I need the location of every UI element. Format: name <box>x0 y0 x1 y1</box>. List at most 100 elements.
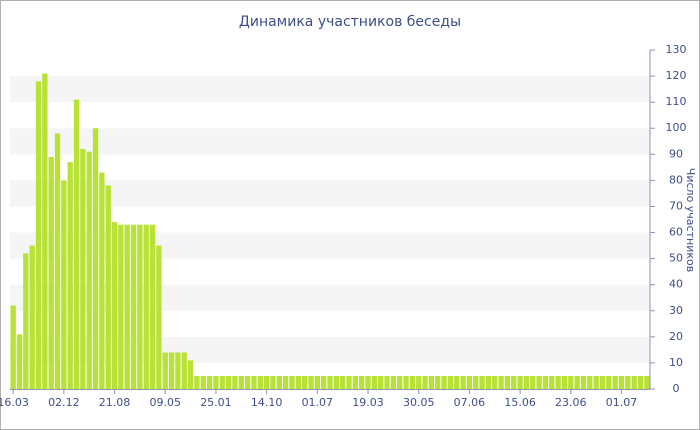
bar <box>314 375 320 389</box>
bar <box>251 375 257 389</box>
bar <box>517 375 523 389</box>
bar <box>523 375 530 389</box>
bar <box>16 334 23 389</box>
bar <box>23 253 29 389</box>
y-tick-label: 90 <box>669 147 683 160</box>
bar <box>625 375 631 389</box>
x-tick-label: 19.03 <box>352 396 384 409</box>
bar <box>422 375 428 389</box>
bar <box>238 375 244 389</box>
bar <box>289 375 295 389</box>
y-tick-label: 40 <box>669 278 683 291</box>
y-axis-label: Число участников <box>684 168 697 272</box>
bar <box>504 375 511 389</box>
bar <box>149 224 156 389</box>
x-tick-label: 23.06 <box>555 396 587 409</box>
bar <box>35 81 42 390</box>
y-tick-label: 0 <box>673 382 680 395</box>
bar <box>631 375 637 389</box>
bar <box>498 375 504 389</box>
bar <box>637 375 644 389</box>
bar <box>67 162 73 389</box>
bar <box>282 375 289 389</box>
bar <box>574 375 580 389</box>
bar <box>181 352 187 389</box>
bar <box>542 375 549 389</box>
x-tick-label: 16.03 <box>0 396 29 409</box>
grid-band <box>10 128 650 155</box>
bar <box>168 352 175 389</box>
bar <box>10 305 16 389</box>
y-tick-label: 60 <box>669 226 683 239</box>
bar <box>587 375 593 389</box>
y-tick-label: 120 <box>666 69 687 82</box>
bar <box>365 375 371 389</box>
bar <box>568 375 574 389</box>
y-tick-label: 20 <box>669 330 683 343</box>
x-tick-label: 21.08 <box>99 396 131 409</box>
bar <box>86 151 92 389</box>
bar <box>447 375 454 389</box>
bar <box>403 375 409 389</box>
bar <box>206 375 213 389</box>
bar <box>599 375 606 389</box>
bar <box>29 245 35 389</box>
bar <box>187 360 194 389</box>
bar <box>333 375 339 389</box>
bar <box>492 375 498 389</box>
bar <box>536 375 542 389</box>
x-tick-label: 01.07 <box>302 396 334 409</box>
bar <box>378 375 384 389</box>
bar <box>346 375 352 389</box>
bar <box>454 375 460 389</box>
bar <box>511 375 517 389</box>
bar <box>485 375 492 389</box>
bar <box>397 375 403 389</box>
y-tick-label: 130 <box>666 43 687 56</box>
bar <box>441 375 447 389</box>
bar <box>99 172 105 389</box>
bar <box>42 73 48 389</box>
bar <box>156 245 162 389</box>
bar <box>244 375 251 389</box>
bar <box>257 375 263 389</box>
bar <box>384 375 390 389</box>
bar <box>80 149 86 389</box>
bar <box>612 375 618 389</box>
bar <box>263 375 270 389</box>
bar <box>105 185 111 389</box>
bar <box>48 156 54 389</box>
x-tick-label: 01.07 <box>606 396 638 409</box>
bar <box>194 375 200 389</box>
bar <box>593 375 599 389</box>
bar <box>359 375 365 389</box>
bar <box>606 375 612 389</box>
bar <box>232 375 238 389</box>
bar <box>225 375 232 389</box>
x-tick-label: 09.05 <box>149 396 181 409</box>
bar <box>219 375 225 389</box>
bar <box>308 375 314 389</box>
bar <box>416 375 422 389</box>
bar <box>561 375 568 389</box>
y-tick-label: 30 <box>669 304 683 317</box>
bar <box>549 375 555 389</box>
bar <box>530 375 536 389</box>
bar <box>371 375 378 389</box>
bar <box>213 375 219 389</box>
bar <box>54 133 61 389</box>
y-tick-label: 80 <box>669 173 683 186</box>
bar <box>618 375 625 389</box>
bar <box>340 375 346 389</box>
x-tick-label: 30.05 <box>403 396 435 409</box>
bar <box>130 224 137 389</box>
bar <box>143 224 149 389</box>
bar <box>137 224 143 389</box>
bar <box>270 375 276 389</box>
y-tick-label: 100 <box>666 121 687 134</box>
bar <box>428 375 435 389</box>
bar <box>352 375 359 389</box>
bar <box>301 375 308 389</box>
